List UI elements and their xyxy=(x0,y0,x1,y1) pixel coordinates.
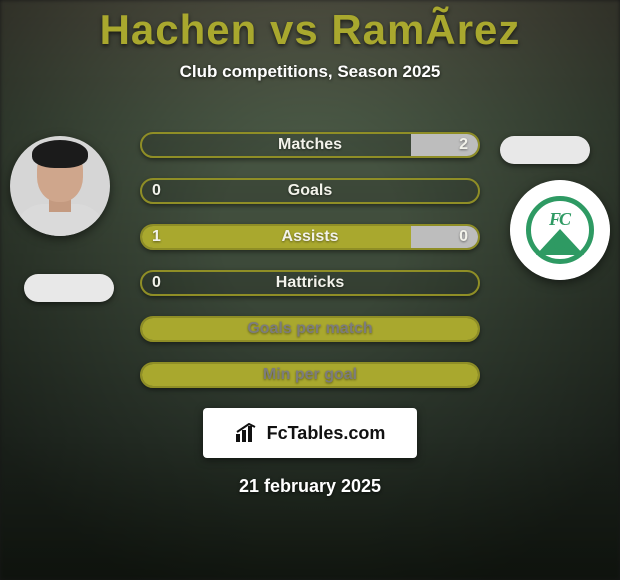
club-crest-letter: O xyxy=(554,234,567,255)
bar-value-right: 0 xyxy=(459,228,468,246)
bar-value-right: 2 xyxy=(459,136,468,154)
content-root: Hachen vs RamÃ­rez Club competitions, Se… xyxy=(0,0,620,580)
bar-value-left: 0 xyxy=(152,274,161,292)
bar-label: Matches xyxy=(278,136,342,154)
bar-label: Assists xyxy=(282,228,339,246)
stat-bar-matches: Matches 2 xyxy=(140,132,480,158)
avatar-left xyxy=(10,136,110,236)
stat-bars: Matches 2 Goals 0 Assists 1 0 Hattricks 0 Goals p… xyxy=(140,132,480,408)
page-subtitle: Club competitions, Season 2025 xyxy=(180,62,441,82)
bars-icon xyxy=(235,423,261,443)
bar-value-left: 0 xyxy=(152,182,161,200)
bar-label: Min per goal xyxy=(263,366,357,384)
avatar-hair xyxy=(32,140,88,168)
bar-label: Hattricks xyxy=(276,274,344,292)
name-pill-right xyxy=(500,136,590,164)
stat-bar-hattricks: Hattricks 0 xyxy=(140,270,480,296)
club-crest-ring: F C O xyxy=(526,196,594,264)
bar-value-left: 1 xyxy=(152,228,161,246)
bar-fill-left xyxy=(142,226,411,248)
brand-box[interactable]: FcTables.com xyxy=(203,408,417,458)
name-pill-left xyxy=(24,274,114,302)
date-text: 21 february 2025 xyxy=(203,476,417,497)
avatar-right: F C O xyxy=(510,180,610,280)
page-title: Hachen vs RamÃ­rez xyxy=(100,6,521,54)
bar-label: Goals per match xyxy=(247,320,372,338)
footer-wrap: FcTables.com 21 february 2025 xyxy=(203,408,417,497)
bar-label: Goals xyxy=(288,182,332,200)
stat-bar-goals: Goals 0 xyxy=(140,178,480,204)
stat-bar-assists: Assists 1 0 xyxy=(140,224,480,250)
comparison-stage: F C O Matches2Goals0Assists10Hattricks0G… xyxy=(0,106,620,580)
stat-bar-gpm: Goals per match xyxy=(140,316,480,342)
stat-bar-mpg: Min per goal xyxy=(140,362,480,388)
club-crest-letter: C xyxy=(559,209,571,230)
brand-logo: FcTables.com xyxy=(235,423,386,444)
brand-text: FcTables.com xyxy=(267,423,386,444)
